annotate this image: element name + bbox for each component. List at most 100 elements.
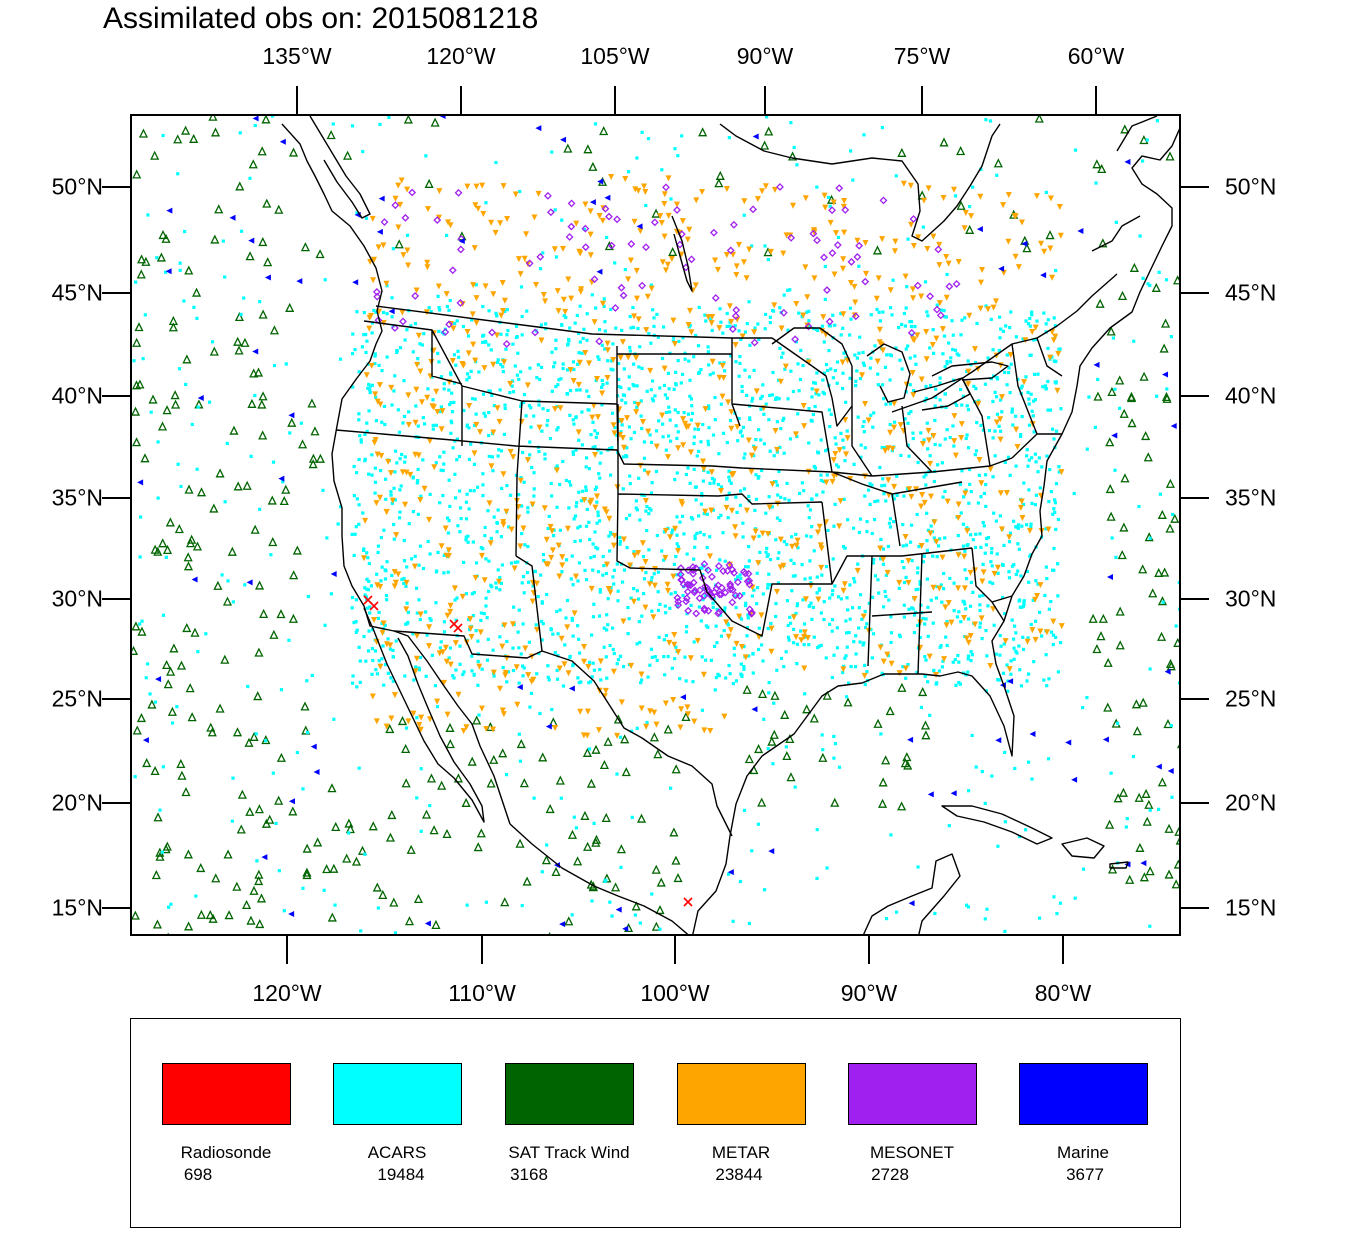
acars-marker xyxy=(571,418,575,422)
metar-marker xyxy=(549,547,556,554)
acars-marker xyxy=(539,573,543,577)
acars-marker xyxy=(767,681,771,685)
acars-marker xyxy=(564,616,568,620)
metar-marker xyxy=(504,216,511,223)
acars-marker xyxy=(858,593,863,597)
metar-marker xyxy=(699,188,706,195)
metar-marker xyxy=(759,530,766,537)
acars-marker xyxy=(808,508,813,512)
acars-marker xyxy=(554,338,558,342)
acars-marker xyxy=(916,865,920,869)
acars-marker xyxy=(462,560,466,565)
sat-track-wind-marker xyxy=(873,718,883,728)
acars-marker xyxy=(649,341,653,345)
acars-marker xyxy=(381,310,386,315)
acars-marker xyxy=(883,446,887,450)
acars-marker xyxy=(584,578,589,582)
metar-marker xyxy=(774,446,781,453)
acars-marker xyxy=(1007,366,1011,370)
acars-marker xyxy=(549,627,553,631)
metar-marker xyxy=(1019,514,1026,521)
acars-marker xyxy=(1031,338,1035,342)
acars-marker xyxy=(770,505,774,509)
acars-marker xyxy=(707,363,711,367)
metar-marker xyxy=(964,528,971,535)
left-lat-label: 25°N xyxy=(51,685,103,712)
acars-marker xyxy=(520,314,524,319)
acars-marker xyxy=(723,559,727,563)
marine-marker xyxy=(296,278,303,285)
acars-marker xyxy=(894,346,898,350)
sat-track-wind-marker xyxy=(132,621,141,631)
acars-marker xyxy=(682,532,686,536)
metar-marker xyxy=(625,354,632,361)
metar-marker xyxy=(862,400,869,407)
metar-marker xyxy=(370,277,377,284)
acars-marker xyxy=(417,563,421,567)
acars-marker xyxy=(461,672,465,677)
acars-marker xyxy=(540,429,544,433)
sat-track-wind-marker xyxy=(326,130,336,140)
metar-marker xyxy=(1006,534,1013,541)
acars-marker xyxy=(565,598,570,603)
acars-marker xyxy=(962,495,966,499)
sat-track-wind-marker xyxy=(1115,375,1125,385)
metar-marker xyxy=(780,250,787,257)
sat-track-wind-marker xyxy=(250,524,260,534)
acars-marker xyxy=(420,343,424,347)
acars-marker xyxy=(1171,512,1175,517)
acars-marker xyxy=(670,531,674,535)
acars-marker xyxy=(596,510,600,514)
acars-marker xyxy=(806,504,810,508)
sat-track-wind-marker xyxy=(424,178,434,188)
metar-marker xyxy=(739,333,746,340)
acars-marker xyxy=(306,594,310,599)
acars-marker xyxy=(967,204,972,209)
metar-marker xyxy=(865,417,872,424)
sat-track-wind-marker xyxy=(1166,661,1176,671)
acars-marker xyxy=(747,921,752,926)
sat-track-wind-marker xyxy=(158,230,168,240)
acars-marker xyxy=(700,655,704,659)
acars-marker xyxy=(511,605,516,609)
acars-marker xyxy=(933,418,937,423)
acars-marker xyxy=(785,542,789,547)
acars-marker xyxy=(416,424,420,428)
metar-marker xyxy=(793,634,800,641)
acars-marker xyxy=(496,454,500,458)
sat-track-wind-marker xyxy=(742,684,752,694)
acars-marker xyxy=(374,310,378,314)
acars-marker xyxy=(732,653,737,657)
acars-marker xyxy=(526,580,531,584)
acars-marker xyxy=(774,614,778,619)
acars-marker xyxy=(768,557,773,562)
metar-marker xyxy=(436,188,443,195)
acars-marker xyxy=(1049,490,1053,494)
acars-marker xyxy=(832,734,836,739)
acars-marker xyxy=(362,547,366,551)
acars-marker xyxy=(821,748,825,752)
acars-marker xyxy=(664,611,668,615)
metar-marker xyxy=(793,301,800,308)
acars-marker xyxy=(915,623,920,628)
metar-marker xyxy=(804,294,811,301)
marine-marker xyxy=(1155,763,1162,770)
metar-marker xyxy=(1032,324,1039,331)
marine-marker xyxy=(560,136,567,143)
map-panel[interactable] xyxy=(130,114,1181,936)
acars-marker xyxy=(483,414,488,418)
acars-marker xyxy=(849,664,853,669)
map-canvas[interactable] xyxy=(132,116,1181,936)
metar-marker xyxy=(565,670,572,677)
metar-marker xyxy=(740,259,747,266)
acars-marker xyxy=(882,492,886,496)
acars-marker xyxy=(811,605,816,610)
metar-marker xyxy=(1012,253,1019,260)
metar-marker xyxy=(500,521,507,528)
acars-marker xyxy=(606,623,610,627)
acars-marker xyxy=(523,543,527,547)
acars-marker xyxy=(1027,458,1031,462)
acars-marker xyxy=(226,579,230,583)
acars-marker xyxy=(525,570,530,575)
acars-marker xyxy=(411,350,415,354)
